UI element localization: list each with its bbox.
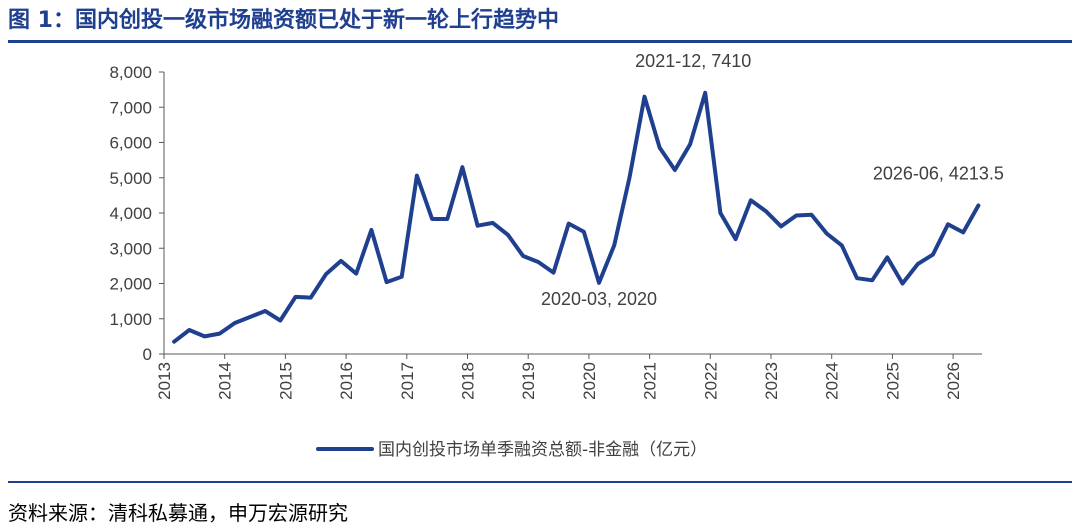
- x-tick-label: 2021: [641, 362, 660, 400]
- data-point: [461, 166, 463, 168]
- y-axis: 0 1,000 2,000 3,000 4,000 5,000 6,000 7,000 8,00…: [109, 63, 165, 364]
- data-point: [750, 199, 752, 201]
- data-point: [810, 214, 812, 216]
- data-point: [477, 225, 479, 227]
- y-tick-label: 3,000: [109, 239, 152, 258]
- data-point: [795, 214, 797, 216]
- data-point: [613, 244, 615, 246]
- data-point: [583, 231, 585, 233]
- x-axis: 2013 2014 2015 2016 2017 2018 2019 2020 2021 2022…: [155, 353, 982, 400]
- title-underline: [8, 40, 1072, 43]
- data-point: [719, 212, 721, 214]
- x-tick-label: 2014: [216, 362, 235, 400]
- x-tick-label: 2023: [762, 362, 781, 400]
- data-point: [279, 320, 281, 322]
- x-tick-label: 2025: [883, 362, 902, 400]
- data-point: [735, 238, 737, 240]
- data-point: [886, 256, 888, 258]
- y-tick-label: 1,000: [109, 310, 152, 329]
- data-point: [416, 175, 418, 177]
- data-point: [917, 263, 919, 265]
- data-label: 2021-12, 7410: [635, 51, 751, 71]
- x-tick-label: 2022: [701, 362, 720, 400]
- x-tick-label: 2026: [944, 362, 963, 400]
- data-point: [310, 297, 312, 299]
- data-point: [234, 322, 236, 324]
- x-tick-label: 2019: [519, 362, 538, 400]
- data-point: [841, 244, 843, 246]
- data-point: [340, 260, 342, 262]
- data-label: 2020-03, 2020: [541, 289, 657, 309]
- data-point: [249, 316, 251, 318]
- data-point: [386, 281, 388, 283]
- data-point: [264, 310, 266, 312]
- x-tick-label: 2017: [398, 362, 417, 400]
- figure-title: 图 1：国内创投一级市场融资额已处于新一轮上行趋势中: [8, 8, 559, 33]
- data-label: 2026-06, 4213.5: [873, 163, 1004, 183]
- x-tick-label: 2016: [337, 362, 356, 400]
- line-chart: 0 1,000 2,000 3,000 4,000 5,000 6,000 7,000 8,00…: [109, 51, 1004, 460]
- data-point: [659, 147, 661, 149]
- data-point: [370, 229, 372, 231]
- y-tick-label: 0: [143, 345, 152, 364]
- data-point: [947, 223, 949, 225]
- data-point: [552, 272, 554, 274]
- data-point: [188, 329, 190, 331]
- data-point: [628, 177, 630, 179]
- y-tick-label: 8,000: [109, 63, 152, 82]
- legend: 国内创投市场单季融资总额-非金融（亿元）: [316, 440, 707, 460]
- x-tick-label: 2024: [823, 362, 842, 400]
- data-point: [219, 333, 221, 335]
- y-tick-label: 2,000: [109, 275, 152, 294]
- data-point: [689, 143, 691, 145]
- data-point: [932, 254, 934, 256]
- y-tick-label: 6,000: [109, 134, 152, 153]
- data-point: [492, 222, 494, 224]
- data-point: [765, 210, 767, 212]
- data-point: [203, 335, 205, 337]
- legend-label: 国内创投市场单季融资总额-非金融（亿元）: [378, 440, 707, 460]
- data-point: [704, 92, 706, 94]
- series-line: [172, 90, 981, 344]
- data-point: [902, 283, 904, 284]
- data-point: [325, 273, 327, 275]
- y-tick-label: 4,000: [109, 204, 152, 223]
- source-note: 资料来源：清科私募通，申万宏源研究: [8, 501, 348, 525]
- data-point: [871, 279, 873, 281]
- data-point: [826, 232, 828, 234]
- x-tick-label: 2015: [276, 362, 295, 400]
- data-point: [856, 277, 858, 279]
- data-point: [674, 169, 676, 171]
- data-point: [355, 273, 357, 275]
- data-point: [537, 261, 539, 263]
- series-layer: [172, 90, 981, 344]
- data-point: [507, 234, 509, 236]
- x-tick-label: 2020: [580, 362, 599, 400]
- data-point: [173, 341, 175, 343]
- footer-rule: [8, 481, 1072, 483]
- data-point: [446, 218, 448, 220]
- data-point: [644, 96, 646, 98]
- data-point: [522, 255, 524, 257]
- data-point: [780, 225, 782, 227]
- data-point: [977, 204, 979, 206]
- data-point: [431, 218, 433, 220]
- data-point: [401, 276, 403, 278]
- data-point: [568, 223, 570, 225]
- annotation-layer: 2020-03, 2020 2021-12, 7410 2026-06, 4213.…: [541, 51, 1004, 309]
- y-tick-label: 7,000: [109, 98, 152, 117]
- data-point: [962, 231, 964, 233]
- data-point: [295, 296, 297, 298]
- y-tick-label: 5,000: [109, 169, 152, 188]
- x-tick-label: 2013: [155, 362, 174, 400]
- data-point: [598, 282, 600, 284]
- x-tick-label: 2018: [459, 362, 478, 400]
